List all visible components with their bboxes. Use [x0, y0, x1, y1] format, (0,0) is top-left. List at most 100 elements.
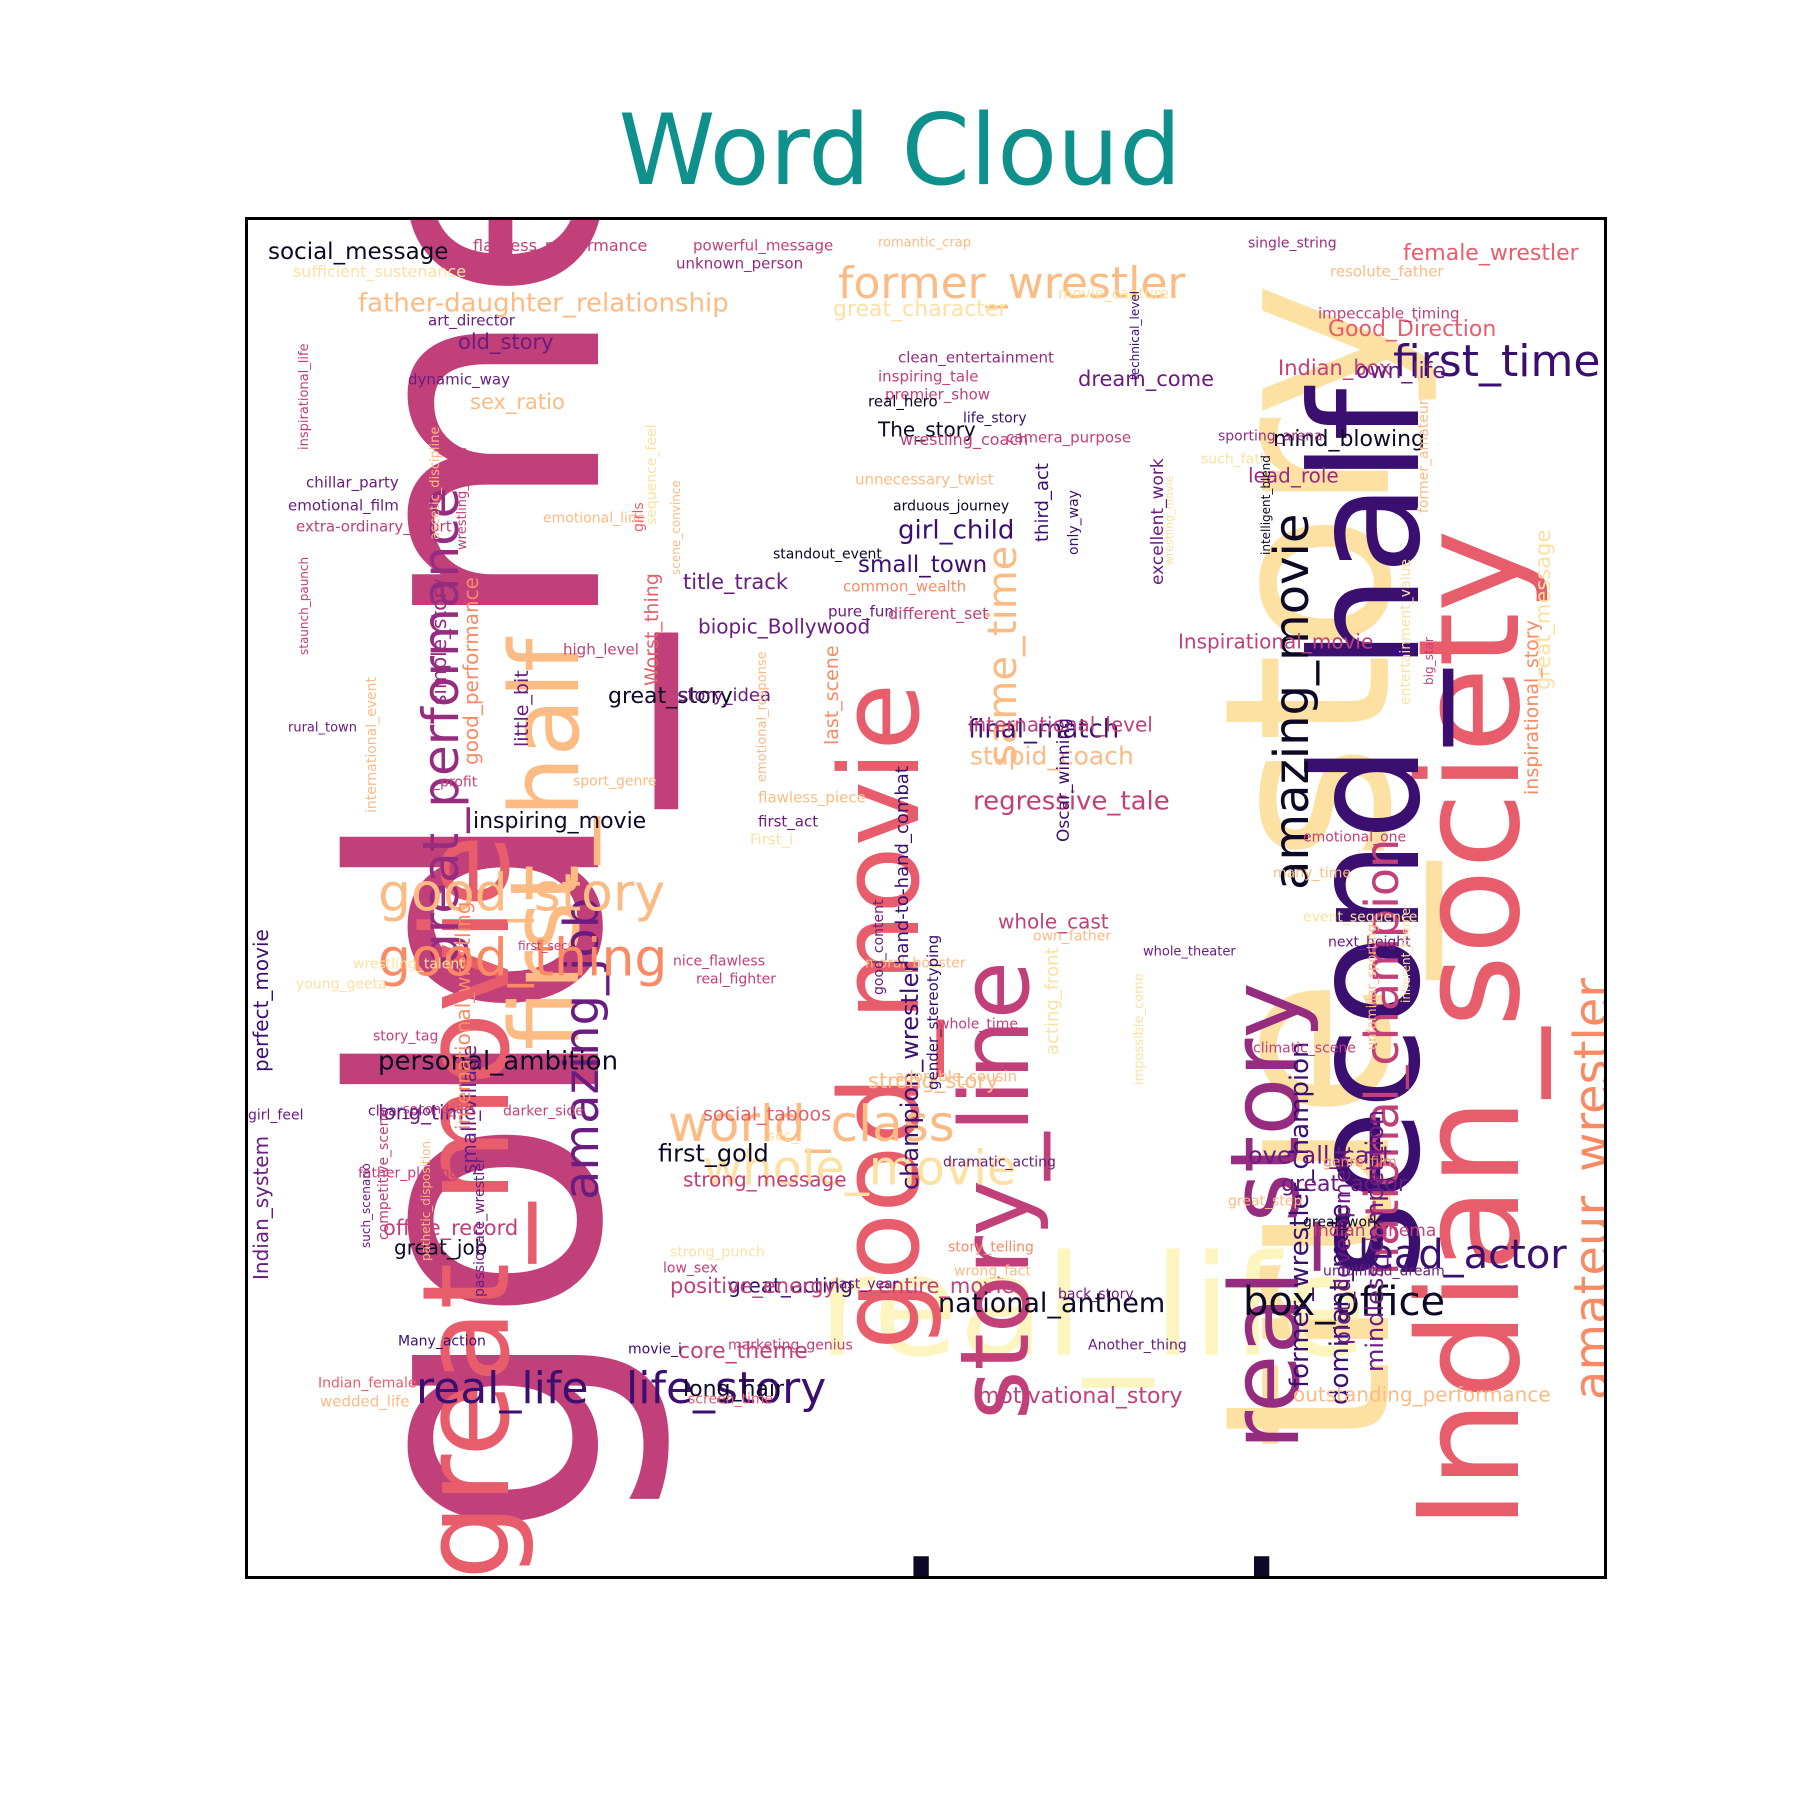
word-good-content: good_content	[871, 899, 887, 995]
word-high-level: high_level	[563, 640, 639, 659]
word-indian-system: Indian_system	[249, 1136, 273, 1280]
word-adorable-cousin: adorable_cousin	[895, 1067, 1017, 1086]
word-unknown-person: unknown_person	[676, 254, 803, 273]
word-movie-i: movie_i	[628, 1341, 682, 1357]
word-stupid-coach: stupid_coach	[970, 742, 1134, 771]
word-chillar-party: chillar_party	[306, 473, 399, 492]
word-third-act: third_act	[1032, 463, 1053, 542]
word-entertainment-value: entertainment_value	[1398, 559, 1414, 705]
word-arduous-journey: arduous_journey	[893, 498, 1009, 514]
word-sporting-arena: sporting_arena	[1218, 428, 1323, 444]
word-sex-ratio: sex_ratio	[470, 390, 565, 415]
word-moral-booster: moral_booster	[865, 955, 966, 971]
word-office-record: office_record	[383, 1216, 518, 1241]
word-resolute-father: resolute_father	[1330, 262, 1444, 281]
word-extra-ordinary-effort: extra-ordinary_effort	[296, 517, 452, 536]
word-first-gold: first_gold	[658, 1140, 769, 1168]
word-emotional-response: emotional_response	[755, 651, 770, 782]
word-low-sex: low_sex	[663, 1260, 718, 1276]
word-strong-story: strong_story	[868, 1069, 998, 1094]
word-first-time: first_time	[1393, 336, 1600, 387]
word-staunch-paunch: staunch_paunch	[297, 557, 311, 655]
word-event-sequence: event_sequence	[1303, 909, 1417, 925]
word-back-story: back_story	[1058, 1286, 1134, 1302]
word-good-thing: good_thing	[378, 929, 667, 989]
word-emotional-film: emotional_film	[288, 496, 399, 515]
word-only-way: only_way	[1066, 490, 1082, 555]
word-story-telling: story_telling	[948, 1239, 1034, 1255]
word-dramatic-acting: dramatic_acting	[943, 1154, 1056, 1170]
word-champion-wrestler: champion_wrestler	[896, 963, 924, 1190]
word-lead-role: lead_role	[1248, 463, 1339, 487]
word-long-hair: long_hair	[683, 1377, 785, 1402]
word-powerful-message: powerful_message	[693, 236, 833, 255]
word-girl-child: girl_child	[898, 515, 1014, 545]
word-wrestling-coach: wrestling_coach	[900, 430, 1028, 450]
word-inherent-theme: inherent_theme	[1399, 908, 1413, 1003]
word-sequence-feel: sequence_feel	[644, 424, 660, 525]
word-great-actor: great_actor	[1281, 1172, 1408, 1197]
word-girl-feel: girl_feel	[248, 1107, 303, 1123]
word-great-work: great_work	[1303, 1214, 1382, 1230]
word-cloud-frame: gold_medal true_story hard_workIndian_soci…	[245, 217, 1607, 1579]
word-international-level: international_level	[968, 712, 1153, 736]
word-single-string: single_string	[1248, 235, 1337, 251]
word-great-message: great_message	[1531, 530, 1556, 690]
word-unfamiliar-sporting: unfamiliar_sporting	[1365, 924, 1380, 1050]
word-father-playing: father_playing	[358, 1165, 459, 1181]
word-amazing-job: amazing_job	[554, 898, 610, 1200]
word-young-geeta: young_geeta	[296, 976, 387, 992]
word-story-idea: story_idea	[678, 685, 771, 706]
word-inspiring-tale: inspiring_tale	[878, 367, 979, 386]
word-positive-energy: positive_energy	[670, 1274, 836, 1299]
word-female-wrestler: female_wrestler	[1403, 241, 1580, 266]
word-real-hero: real_hero	[868, 392, 938, 411]
word-clear-plot: clear_plot	[368, 1103, 437, 1119]
word-international-wrestling: international_wrestling	[451, 902, 475, 1131]
word-clean-entertainment: clean_entertainment	[898, 348, 1054, 367]
word-darker-side: darker_side	[503, 1103, 584, 1119]
word-premier-show: premier_show	[885, 385, 990, 404]
word-gender-stereotyping: gender_stereotyping	[924, 935, 943, 1090]
word-own-life: own_life	[1356, 359, 1446, 384]
word-indian-cinema: Indian_cinema	[1313, 1221, 1436, 1241]
word-outstanding-performance: outstanding_performance	[1293, 1382, 1551, 1406]
word-flawless-performance: flawless_performance	[473, 236, 647, 256]
word-great-movie: great_movie	[398, 834, 537, 1576]
word-life-story: life_story	[626, 1363, 826, 1414]
word-inspirational-movie: Inspirational_movie	[1178, 629, 1373, 653]
word-good-performance: good_performance	[459, 577, 483, 765]
word-acting-front: acting_front	[1042, 947, 1063, 1055]
word-worst-thing: Worst_thing	[641, 573, 663, 686]
word-national-champion: national_champion	[1355, 839, 1409, 1275]
word-social-message: social_message	[268, 239, 448, 265]
word-good-movie: good_movie	[816, 683, 944, 1350]
word-many-action: Many_action	[398, 1333, 486, 1349]
word-passionate-wrestler: passionate_wrestler	[472, 1157, 488, 1297]
word-sufficient-sustenance: sufficient_sustenance	[293, 262, 466, 282]
word-unnecessary-twist: unnecessary_twist	[855, 470, 994, 489]
word-inspirational-life: inspirational_life	[297, 343, 312, 450]
word-personal-ambition: personal_ambition	[378, 1046, 618, 1076]
word-next-height: next_height	[1328, 934, 1411, 950]
word-wrestling-arena: wrestling_arena	[455, 447, 470, 550]
word-cloud: gold_medal true_story hard_workIndian_soci…	[248, 220, 1604, 1576]
word-dream-come: dream_come	[1078, 367, 1214, 392]
word-sport-genre: sport_genre	[573, 773, 656, 789]
word-great-step: great_step	[1228, 1193, 1302, 1209]
word-former-wrestler-champion: former_wrestler_champion	[1285, 1042, 1315, 1388]
word-little-bit: little_bit	[511, 670, 533, 747]
word-gold-medal: gold_medal	[283, 220, 683, 1540]
word-excellent-work: excellent_work	[1148, 458, 1168, 585]
word-former-amateur: former_amateur	[1416, 399, 1432, 513]
chart-title: Word Cloud	[618, 94, 1182, 208]
word-indian-box: Indian_box	[1278, 356, 1391, 381]
word-pure-fun: pure_fun	[828, 602, 894, 621]
word-true-story: true_story	[1176, 282, 1443, 1450]
word-amateur-wrestler: amateur_wrestler	[1564, 978, 1604, 1400]
word-great-job: great_job	[394, 1235, 487, 1259]
word-scene-convince: scene_convince	[669, 480, 683, 575]
word-last-scene: last_scene	[821, 645, 843, 745]
word-dynamic-way: dynamic_way	[408, 370, 510, 389]
word-intelligent-blend: intelligent_blend	[1259, 455, 1273, 555]
